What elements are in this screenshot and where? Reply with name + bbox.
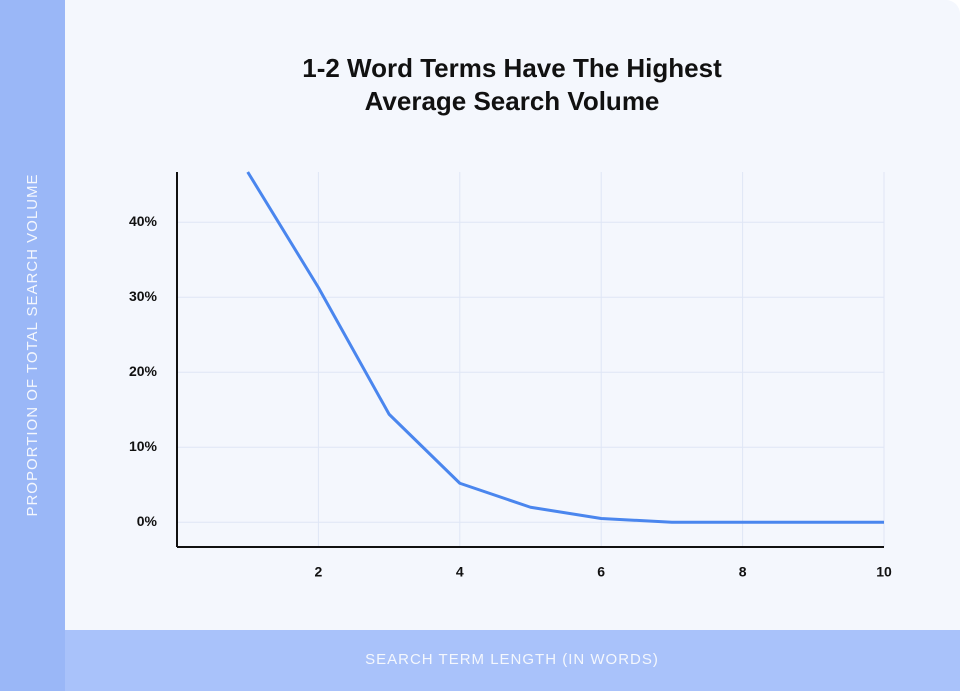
x-label-band [65, 630, 960, 691]
x-tick-label: 8 [739, 564, 747, 580]
data-line [246, 171, 884, 524]
y-tick-label: 10% [129, 438, 158, 454]
chart-title: 1-2 Word Terms Have The Highest [302, 53, 722, 83]
plot: 0% 10% 20% 30% 40% 2 4 6 8 10 [129, 171, 892, 580]
y-tick-label: 30% [129, 288, 158, 304]
x-tick-label: 6 [597, 564, 605, 580]
x-axis-label: SEARCH TERM LENGTH (IN WORDS) [365, 651, 659, 668]
y-tick-label: 20% [129, 363, 158, 379]
y-tick-label: 0% [137, 513, 158, 529]
chart-title: Average Search Volume [365, 86, 660, 116]
y-axis-label: PROPORTION OF TOTAL SEARCH VOLUME [24, 173, 41, 516]
y-label-band [0, 0, 65, 691]
y-tick-label: 40% [129, 213, 158, 229]
x-tick-label: 2 [315, 564, 323, 580]
x-tick-label: 4 [456, 564, 464, 580]
x-tick-label: 10 [876, 564, 892, 580]
